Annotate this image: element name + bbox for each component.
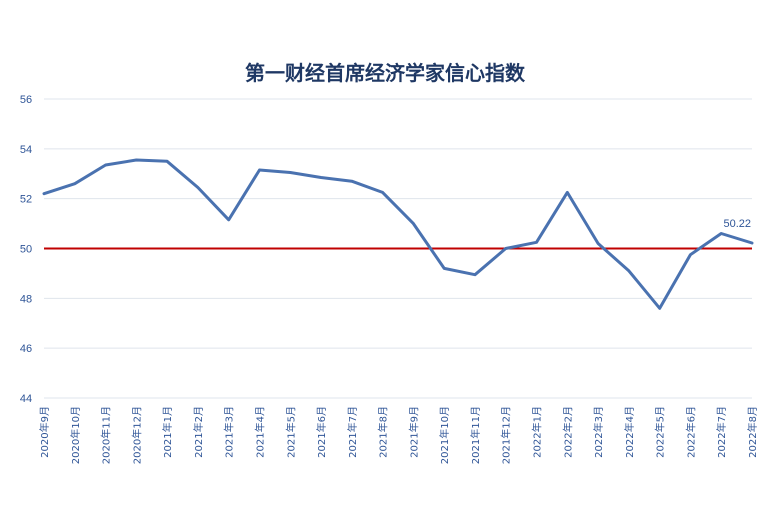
x-tick-label: 2021年12月 [500,406,513,464]
x-tick-label: 2021年5月 [284,406,297,458]
x-tick-label: 2022年4月 [623,406,636,458]
data-point [320,176,323,179]
x-tick-label: 2022年6月 [684,406,697,458]
data-point [504,247,507,250]
data-point [196,186,199,189]
y-tick-label: 52 [20,194,32,206]
y-axis-ticks: 44 46 48 50 52 54 56 [20,94,32,405]
data-point [566,191,569,194]
x-tick-label: 2022年5月 [654,406,667,458]
data-point [381,191,384,194]
x-tick-label: 2020年11月 [100,406,113,464]
y-tick-label: 50 [20,244,32,256]
x-tick-label: 2022年3月 [592,406,605,458]
data-point [535,241,538,244]
y-tick-label: 44 [20,393,32,405]
x-tick-label: 2020年9月 [38,406,51,458]
data-point [412,222,415,225]
data-point [473,273,476,276]
data-point [258,169,261,172]
x-tick-label: 2022年7月 [715,406,728,458]
x-tick-label: 2021年10月 [438,406,451,464]
y-tick-label: 46 [20,343,32,355]
y-tick-label: 54 [20,144,32,156]
data-point [166,160,169,163]
data-labels: 50.22 [723,218,751,230]
data-point [689,253,692,256]
data-point [597,242,600,245]
x-tick-label: 2020年12月 [130,406,143,464]
data-point [751,242,754,245]
data-point [43,192,46,195]
x-tick-label: 2021年4月 [253,406,266,458]
data-point [227,218,230,221]
data-point [135,159,138,162]
data-point [720,232,723,235]
y-tick-label: 48 [20,293,32,305]
x-tick-label: 2022年2月 [561,406,574,458]
x-tick-label: 2021年8月 [377,406,390,458]
data-point [350,180,353,183]
series-group [42,158,754,310]
x-tick-label: 2021年7月 [346,406,359,458]
x-tick-label: 2020年10月 [69,406,82,464]
series-line-0 [42,158,754,310]
data-point [627,269,630,272]
data-label: 50.22 [723,218,751,230]
y-tick-label: 56 [20,94,32,106]
x-axis-ticks: 2020年9月 2020年10月 2020年11月 2020年12月 2021年1月 20… [38,406,759,464]
data-point [443,267,446,270]
x-tick-label: 2021年1月 [161,406,174,458]
data-point [289,171,292,174]
x-tick-label: 2021年3月 [223,406,236,458]
x-tick-label: 2021年11月 [469,406,482,464]
x-tick-label: 2022年1月 [531,406,544,458]
data-point [658,307,661,310]
x-tick-label: 2021年2月 [192,406,205,458]
data-point [104,164,107,167]
chart-title: 第一财经首席经济学家信心指数 [245,61,526,85]
x-tick-label: 2021年6月 [315,406,328,458]
x-tick-label: 2022年8月 [746,406,759,458]
data-point [73,182,76,185]
x-tick-label: 2021年9月 [407,406,420,458]
